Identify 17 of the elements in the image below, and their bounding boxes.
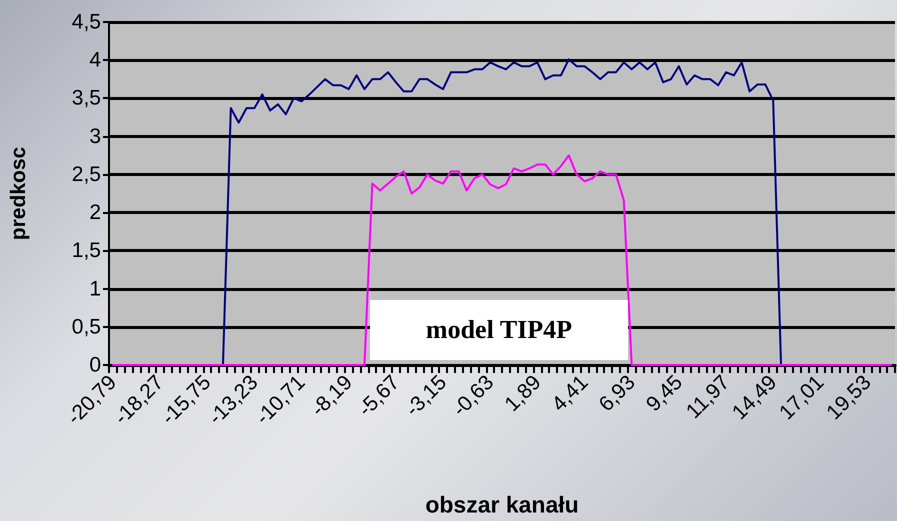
y-tick-label: 4,5	[72, 10, 101, 34]
y-tick-label: 2,5	[72, 162, 101, 186]
y-tick-label: 3,5	[72, 86, 101, 110]
y-tick-label: 3	[89, 124, 101, 148]
text-box: model TIP4P	[370, 300, 628, 360]
x-tick-label: 1,89	[500, 370, 546, 416]
x-axis-title: obszar kanału	[425, 492, 579, 518]
line-series	[112, 154, 892, 366]
y-tick-label: 1,5	[72, 239, 101, 262]
y-tick-label: 0	[89, 354, 101, 376]
y-tick-label: 4	[89, 48, 102, 72]
y-tick-label: 1	[89, 277, 101, 300]
y-tick-label: 2	[89, 201, 101, 224]
x-tick-label: 4,41	[548, 370, 593, 416]
y-tick-label: 0,5	[72, 315, 101, 338]
x-tick-label: 6,93	[594, 370, 640, 416]
y-axis-title: predkosc	[7, 146, 30, 240]
